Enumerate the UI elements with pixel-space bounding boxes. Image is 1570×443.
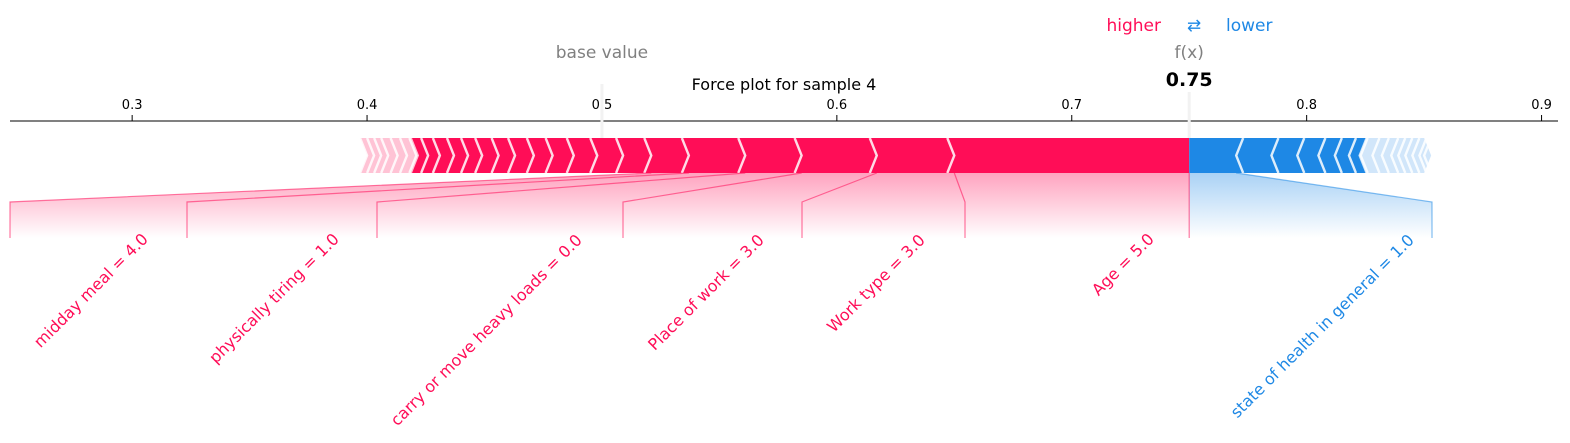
legend: higher ⇄ lower xyxy=(1106,16,1272,36)
feature-label: midday meal = 4.0 xyxy=(30,229,152,351)
negative-segment-separator xyxy=(1295,137,1306,174)
positive-segment-separator xyxy=(614,137,625,174)
chart-title: Force plot for sample 4 xyxy=(692,75,877,94)
positive-segment-separator xyxy=(589,137,599,174)
positive-segment-separator xyxy=(946,137,956,174)
feature-label: state of health in general = 1.0 xyxy=(1227,230,1418,421)
positive-segment-separator xyxy=(398,137,409,174)
feature-connector-fill xyxy=(10,173,689,238)
positive-segment-separator xyxy=(643,137,653,174)
x-tick-label: 0.8 xyxy=(1296,98,1317,113)
feature-connector-fill xyxy=(954,173,1190,238)
x-tick-label: 0.6 xyxy=(827,98,848,113)
negative-segment-separator xyxy=(1422,137,1433,174)
feature-label: Work type = 3.0 xyxy=(823,230,929,336)
feature-label: carry or move heavy loads = 0.0 xyxy=(387,230,586,429)
x-tick-label: 0.9 xyxy=(1531,98,1552,113)
feature-connector-fill xyxy=(623,173,877,238)
positive-segment-separator xyxy=(680,137,691,174)
fx-label: f(x) xyxy=(1175,43,1204,63)
positive-segment-separator xyxy=(737,137,747,174)
legend-arrows-icon: ⇄ xyxy=(1187,16,1201,36)
feature-label: physically tiring = 1.0 xyxy=(205,229,343,367)
feature-connector-fill xyxy=(377,173,802,238)
positive-segment-separator xyxy=(365,137,376,174)
negative-segment-separator xyxy=(1270,137,1280,174)
negative-segment-separator xyxy=(1234,137,1245,174)
x-axis: 0.30.40.50.60.70.80.9 xyxy=(10,98,1558,122)
positive-segment-separator xyxy=(474,137,484,174)
negative-segment-separator xyxy=(1347,137,1358,174)
negative-segment-separator xyxy=(1418,137,1428,174)
feature-label: Place of work = 3.0 xyxy=(644,230,768,354)
positive-segment-separator xyxy=(544,137,554,174)
feature-labels: Age = 5.0 Work type = 3.0 Place of work = … xyxy=(30,229,1418,429)
negative-segment-separator xyxy=(1404,137,1414,174)
feature-connector-fill xyxy=(187,173,746,238)
negative-segment-separator xyxy=(1380,137,1390,174)
feature-connector-fill xyxy=(802,173,965,238)
x-tick-label: 0.4 xyxy=(357,98,378,113)
feature-leader-line xyxy=(9,172,652,238)
positive-segment-separator xyxy=(389,137,399,174)
negative-segment-separator xyxy=(1359,137,1369,174)
positive-segment-separator xyxy=(506,137,517,174)
value-markers xyxy=(600,84,1191,138)
negative-segment-separator xyxy=(1389,137,1400,174)
negative-segment-separator xyxy=(1411,137,1421,174)
feature-connectors xyxy=(9,172,1433,238)
x-tick-label: 0.3 xyxy=(122,98,143,113)
positive-segment-separator xyxy=(408,137,418,174)
positive-segment-separator xyxy=(565,137,576,174)
output-value: 0.75 xyxy=(1166,69,1213,91)
feature-connector-fill xyxy=(1189,173,1432,238)
feature-label: Age = 5.0 xyxy=(1088,229,1158,299)
positive-segment-separator xyxy=(459,137,470,174)
positive-segment-separator xyxy=(431,137,442,174)
base-value-label: base value xyxy=(556,43,648,63)
force-bar xyxy=(358,137,1433,174)
negative-segment-separator xyxy=(1317,137,1327,174)
positive-segment-separator xyxy=(358,137,369,174)
x-tick-label: 0.7 xyxy=(1061,98,1082,113)
feature-leader-line xyxy=(1236,172,1433,238)
positive-segment-separator xyxy=(490,137,500,174)
positive-segment-separator xyxy=(373,137,383,174)
positive-segment-separator xyxy=(380,137,390,174)
positive-bar-tail xyxy=(360,138,422,173)
positive-segment-separator xyxy=(525,137,536,174)
legend-higher-label: higher xyxy=(1106,16,1161,36)
negative-segment-separator xyxy=(1371,137,1381,174)
positive-segment-separator xyxy=(420,137,430,174)
negative-segment-separator xyxy=(1333,137,1343,174)
legend-lower-label: lower xyxy=(1226,16,1272,36)
positive-segment-separator xyxy=(793,137,803,174)
negative-segment-separator xyxy=(1396,137,1407,174)
positive-segment-separator xyxy=(445,137,456,174)
positive-segment-separator xyxy=(868,137,879,174)
